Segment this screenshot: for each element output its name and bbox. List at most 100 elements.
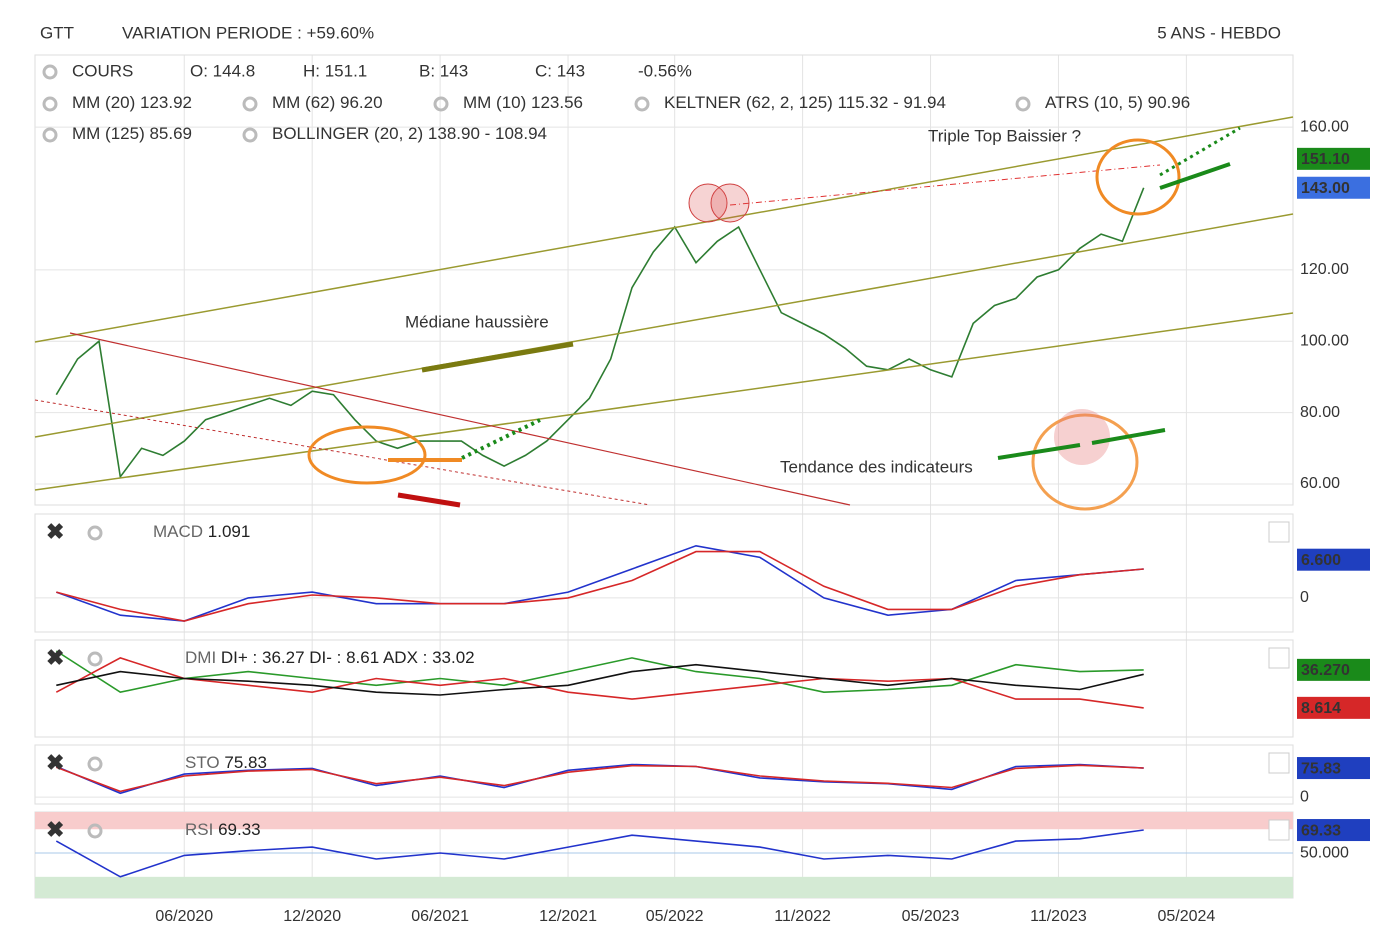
- indicator-value: 90.96: [1148, 93, 1191, 112]
- circle: [1054, 409, 1110, 465]
- gear-icon: [87, 756, 103, 772]
- panel-name: DMI: [185, 648, 216, 667]
- y-tick-label: 120.00: [1300, 261, 1349, 278]
- x-tick-label: 11/2023: [1030, 908, 1087, 925]
- value-badge: [1297, 696, 1370, 719]
- value-badge-label: 8.614: [1301, 700, 1341, 717]
- legend-entry: COURS: [72, 61, 133, 80]
- panel-frame: [34, 639, 1294, 738]
- indicator-name: MM (10): [463, 93, 526, 112]
- remove-icon: ✖: [46, 817, 64, 842]
- ohlc-value: O: 144.8: [190, 61, 255, 80]
- circle: [307, 425, 427, 485]
- panel-value: 1.091: [208, 522, 251, 541]
- x-tick-label: 12/2021: [539, 908, 597, 925]
- series-line: [55, 657, 1144, 709]
- value-badge: [1297, 658, 1370, 681]
- arrow: [461, 418, 541, 460]
- channel-line: [34, 312, 1294, 491]
- median-marker: [421, 341, 574, 373]
- value-badge: [1297, 819, 1370, 842]
- y-tick-label: 100.00: [1300, 332, 1349, 349]
- panel-frame: [34, 54, 1294, 506]
- zone: [35, 876, 1293, 898]
- x-tick-label: 11/2022: [774, 908, 831, 925]
- circle: [710, 183, 750, 223]
- gear-icon: [87, 525, 103, 541]
- indicator-legend: KELTNER (62, 2, 125) 115.32 - 91.94: [664, 93, 946, 112]
- checkbox[interactable]: [1268, 819, 1290, 841]
- period: 5 ANS - HEBDO: [1157, 23, 1281, 42]
- circle: [688, 183, 728, 223]
- x-tick-label: 05/2022: [646, 908, 704, 925]
- arrow: [1159, 126, 1241, 177]
- indicator-value: 115.32 - 91.94: [838, 93, 946, 112]
- y-tick-label: 60.00: [1300, 475, 1340, 492]
- change: -0.56%: [638, 61, 692, 80]
- gear-icon: [634, 96, 650, 112]
- zone: [35, 812, 1293, 830]
- indicator-legend: BOLLINGER (20, 2) 138.90 - 108.94: [272, 124, 547, 143]
- x-tick-label: 05/2023: [902, 908, 960, 925]
- channel-line: [69, 332, 851, 506]
- panel-label: MACD 1.091: [153, 522, 250, 541]
- marker: [397, 492, 461, 508]
- remove-icon: ✖: [46, 645, 64, 670]
- gear-icon: [87, 651, 103, 667]
- indicator-value: 96.20: [340, 93, 383, 112]
- panel-name: RSI: [185, 820, 213, 839]
- indicator-value: 85.69: [149, 124, 192, 143]
- checkbox[interactable]: [1268, 647, 1290, 669]
- gear-icon: [1015, 96, 1031, 112]
- indicator-value: 123.56: [531, 93, 583, 112]
- value-badge: [1297, 176, 1370, 199]
- indicator-legend: MM (125) 85.69: [72, 124, 192, 143]
- annotation: Triple Top Baissier ?: [928, 126, 1081, 145]
- indicator-name: BOLLINGER (20, 2): [272, 124, 423, 143]
- indicator-name: ATRS (10, 5): [1045, 93, 1143, 112]
- panel-frame: [34, 513, 1294, 633]
- checkbox[interactable]: [1268, 752, 1290, 774]
- channel-line: [34, 399, 651, 506]
- value-badge-label: 6.600: [1301, 552, 1341, 569]
- value-badge: [1297, 548, 1370, 571]
- indicator-value: 123.92: [140, 93, 192, 112]
- gear-icon: [42, 64, 58, 80]
- indicator-name: MM (62): [272, 93, 335, 112]
- panel-value: 75.83: [224, 753, 267, 772]
- gear-icon: [42, 127, 58, 143]
- value-badge-label: 75.83: [1301, 760, 1341, 777]
- ohlc-value: H: 151.1: [303, 61, 367, 80]
- series-line: [55, 829, 1144, 878]
- x-tick-label: 12/2020: [283, 908, 341, 925]
- panel-label: DMI DI+ : 36.27 DI- : 8.61 ADX : 33.02: [185, 648, 475, 667]
- panel-value: DI+ : 36.27 DI- : 8.61 ADX : 33.02: [221, 648, 475, 667]
- remove-icon: ✖: [46, 750, 64, 775]
- indicator-legend: MM (20) 123.92: [72, 93, 192, 112]
- series-line: [55, 187, 1145, 479]
- circle: [1095, 138, 1181, 216]
- gear-icon: [242, 127, 258, 143]
- x-tick-label: 06/2020: [155, 908, 213, 925]
- value-badge: [1297, 757, 1370, 780]
- channel-line: [34, 116, 1294, 343]
- series-line: [55, 763, 1144, 795]
- gear-icon: [242, 96, 258, 112]
- indicator-legend: ATRS (10, 5) 90.96: [1045, 93, 1190, 112]
- panel-name: MACD: [153, 522, 203, 541]
- y-tick-label: 50.000: [1300, 844, 1349, 861]
- arrow: [1091, 428, 1166, 445]
- value-badge-label: 69.33: [1301, 822, 1341, 839]
- checkbox[interactable]: [1268, 521, 1290, 543]
- arrow: [997, 443, 1081, 460]
- indicator-value: 138.90 - 108.94: [428, 124, 547, 143]
- series-line: [56, 663, 1144, 696]
- series-line: [56, 764, 1144, 793]
- series-line: [56, 550, 1144, 622]
- indicator-name: KELTNER (62, 2, 125): [664, 93, 833, 112]
- indicator-legend: MM (10) 123.56: [463, 93, 583, 112]
- ohlc-value: B: 143: [419, 61, 468, 80]
- value-badge-label: 143.00: [1301, 180, 1350, 197]
- variation: VARIATION PERIODE : +59.60%: [122, 23, 374, 42]
- remove-icon: ✖: [46, 519, 64, 544]
